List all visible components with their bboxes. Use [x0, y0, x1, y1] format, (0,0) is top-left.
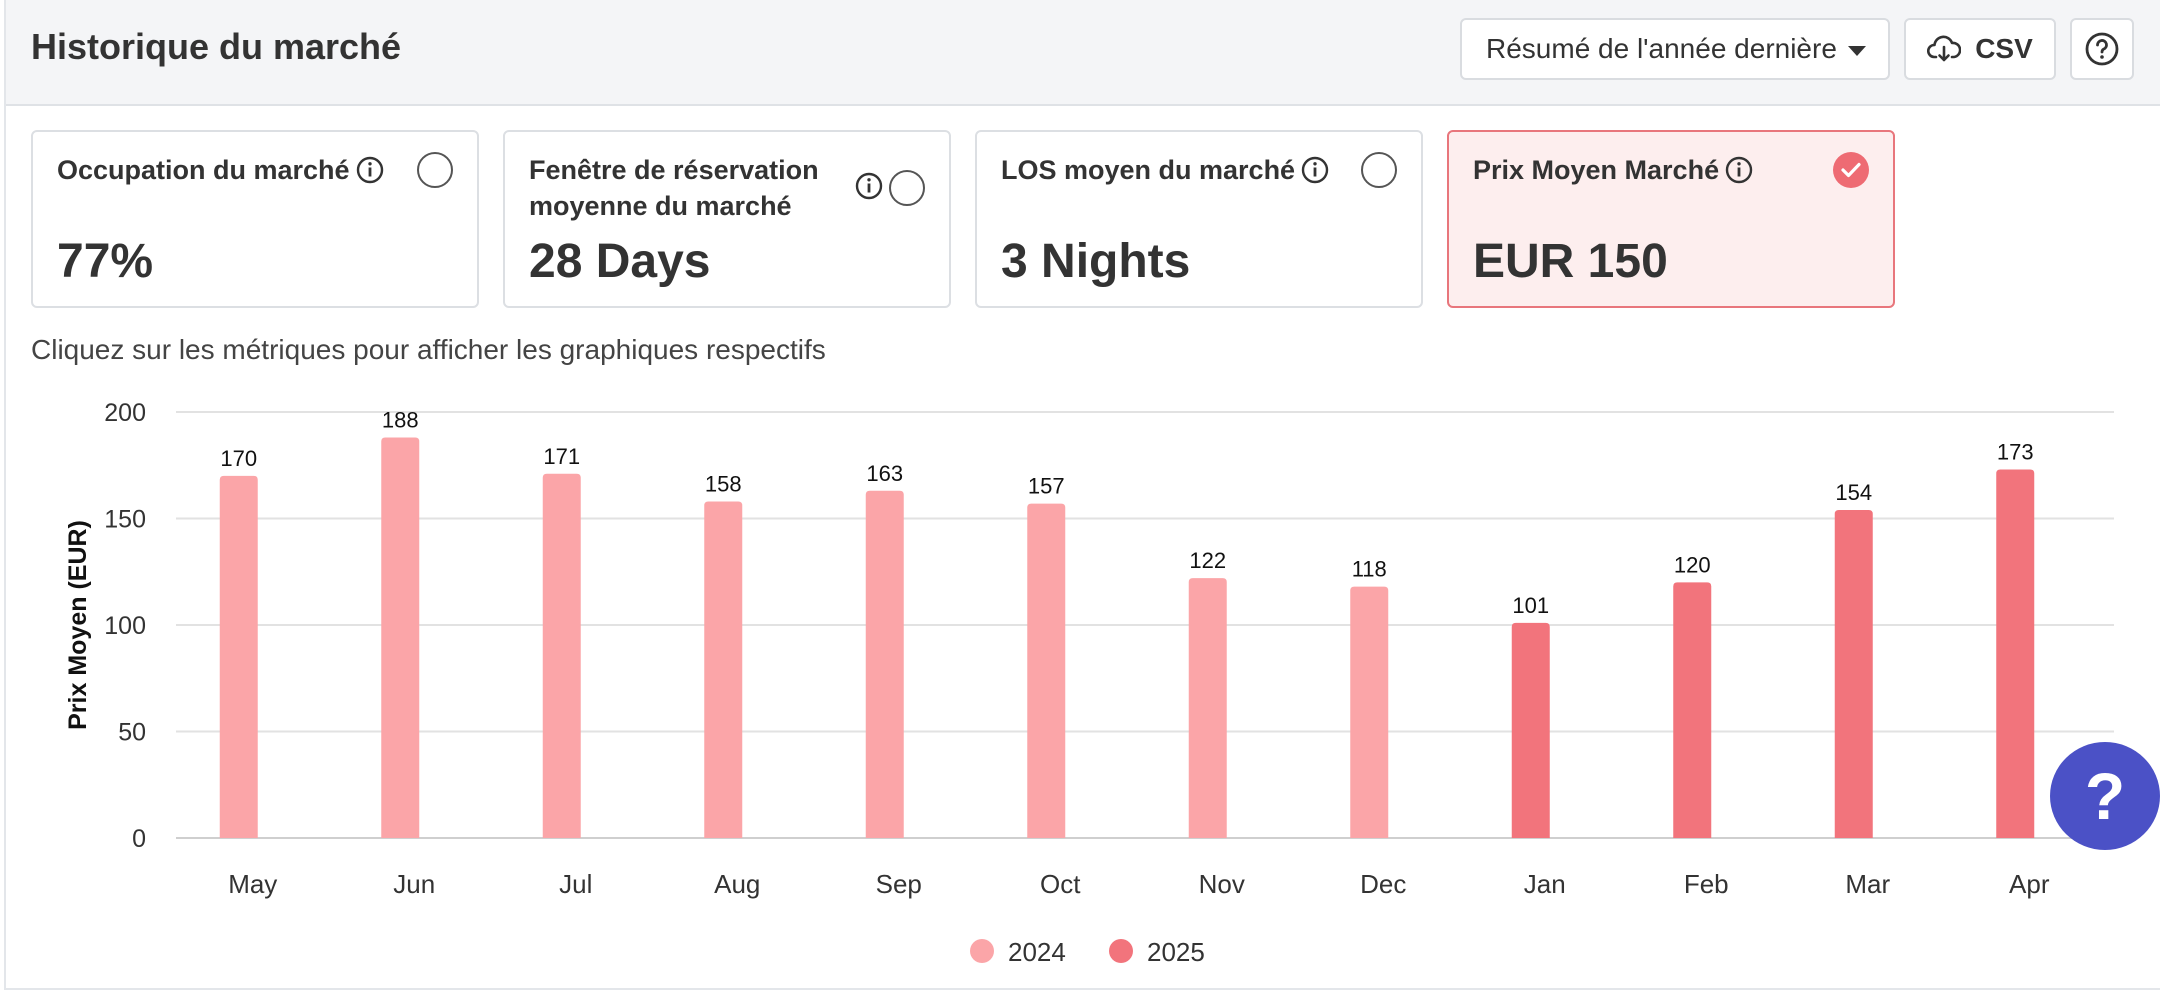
bar-value-label: 163 — [866, 461, 903, 486]
metric-radio[interactable] — [1361, 152, 1397, 188]
x-tick-label: Jun — [393, 869, 435, 899]
metric-radio[interactable] — [417, 152, 453, 188]
metric-label: Fenêtre de réservation moyenne du marché — [529, 152, 819, 224]
period-select[interactable]: Résumé de l'année dernière — [1460, 18, 1890, 80]
metric-value: 3 Nights — [1001, 235, 1191, 288]
bar-value-label: 173 — [1997, 440, 2034, 465]
bar-value-label: 157 — [1028, 474, 1065, 499]
metric-value: 77% — [57, 235, 154, 288]
x-tick-label: Nov — [1199, 869, 1245, 899]
bar-mar — [1834, 509, 1873, 838]
info-icon[interactable] — [855, 172, 883, 200]
bar-value-label: 171 — [543, 444, 580, 469]
x-tick-label: Jan — [1524, 869, 1566, 899]
bar-value-label: 154 — [1835, 480, 1872, 505]
bar-oct — [1027, 503, 1066, 838]
x-tick-label: Feb — [1684, 869, 1729, 899]
bar-may — [219, 475, 258, 838]
metric-value: EUR 150 — [1473, 235, 1668, 288]
metric-label-line2: moyenne du marché — [529, 191, 792, 221]
bar-value-label: 122 — [1189, 548, 1226, 573]
csv-download-button[interactable]: CSV — [1904, 18, 2056, 80]
bar-jun — [381, 437, 420, 838]
x-tick-label: Apr — [2009, 869, 2050, 899]
page-title: Historique du marché — [31, 26, 402, 67]
metric-label-line1: Fenêtre de réservation — [529, 155, 819, 185]
info-icon[interactable] — [1301, 156, 1329, 184]
bar-jan — [1511, 622, 1550, 838]
bar-value-label: 120 — [1674, 552, 1711, 577]
x-tick-label: Aug — [714, 869, 760, 899]
metric-label: LOS moyen du marché — [1001, 152, 1329, 188]
metric-label-text: Prix Moyen Marché — [1473, 155, 1720, 185]
panel-header: Historique du marché Résumé de l'année d… — [6, 0, 2160, 106]
cloud-download-icon — [1927, 35, 1962, 62]
y-tick-label: 150 — [104, 506, 146, 534]
metric-label-text: LOS moyen du marché — [1001, 155, 1296, 185]
x-tick-label: Oct — [1040, 869, 1081, 899]
info-icon[interactable] — [356, 156, 384, 184]
y-tick-label: 50 — [118, 719, 146, 747]
legend-swatch — [1109, 939, 1133, 963]
metric-label-text: Occupation du marché — [57, 155, 350, 185]
y-axis-label: Prix Moyen (EUR) — [64, 520, 92, 730]
info-icon[interactable] — [1725, 156, 1753, 184]
check-icon — [1841, 162, 1861, 178]
y-tick-label: 200 — [104, 399, 146, 427]
y-tick-label: 0 — [132, 825, 146, 853]
bar-value-label: 101 — [1512, 593, 1549, 618]
csv-label: CSV — [1975, 33, 2033, 64]
bar-dec — [1350, 586, 1389, 838]
bar-value-label: 188 — [382, 408, 419, 433]
bar-sep — [865, 490, 904, 838]
help-fab-question-mark: ? — [2084, 759, 2126, 833]
bar-nov — [1188, 578, 1227, 838]
x-tick-label: Mar — [1845, 869, 1890, 899]
metric-card-occupancy[interactable]: Occupation du marché 77% — [31, 130, 479, 308]
bar-value-label: 170 — [220, 446, 257, 471]
metric-card-booking-window[interactable]: Fenêtre de réservation moyenne du marché … — [503, 130, 951, 308]
bar-aug — [704, 501, 743, 838]
bar-value-label: 118 — [1352, 557, 1387, 582]
legend-label: 2024 — [1008, 937, 1066, 967]
legend-label: 2025 — [1147, 937, 1205, 967]
metric-value: 28 Days — [529, 235, 711, 288]
metrics-hint: Cliquez sur les métriques pour afficher … — [31, 334, 826, 365]
metric-radio[interactable] — [889, 170, 925, 206]
x-tick-label: Sep — [876, 869, 922, 899]
bar-feb — [1673, 582, 1712, 838]
metric-label: Prix Moyen Marché — [1473, 152, 1753, 188]
metric-card-los[interactable]: LOS moyen du marché 3 Nights — [975, 130, 1423, 308]
metric-card-avg-price[interactable]: Prix Moyen Marché EUR 150 — [1447, 130, 1895, 308]
period-select-value: Résumé de l'année dernière — [1486, 33, 1837, 64]
question-circle-icon — [2085, 32, 2119, 66]
market-history-panel: Historique du marché Résumé de l'année d… — [4, 0, 2160, 990]
help-chat-button[interactable]: ? — [2050, 742, 2160, 850]
price-bar-chart: 0 50 100 150 200 Prix Moyen (EUR) 170 May 188 Jun… — [64, 399, 2114, 967]
y-tick-label: 100 — [104, 612, 146, 640]
legend-swatch — [970, 939, 994, 963]
bar-jul — [542, 473, 581, 838]
caret-down-icon — [1848, 46, 1866, 56]
x-tick-label: Dec — [1360, 869, 1406, 899]
bar-value-label: 158 — [705, 471, 742, 496]
x-tick-label: Jul — [559, 869, 592, 899]
metric-checkbox-checked[interactable] — [1833, 152, 1869, 188]
metric-label: Occupation du marché — [57, 152, 384, 188]
help-button[interactable] — [2070, 18, 2134, 80]
x-tick-label: May — [228, 869, 277, 899]
bar-apr — [1996, 469, 2035, 838]
